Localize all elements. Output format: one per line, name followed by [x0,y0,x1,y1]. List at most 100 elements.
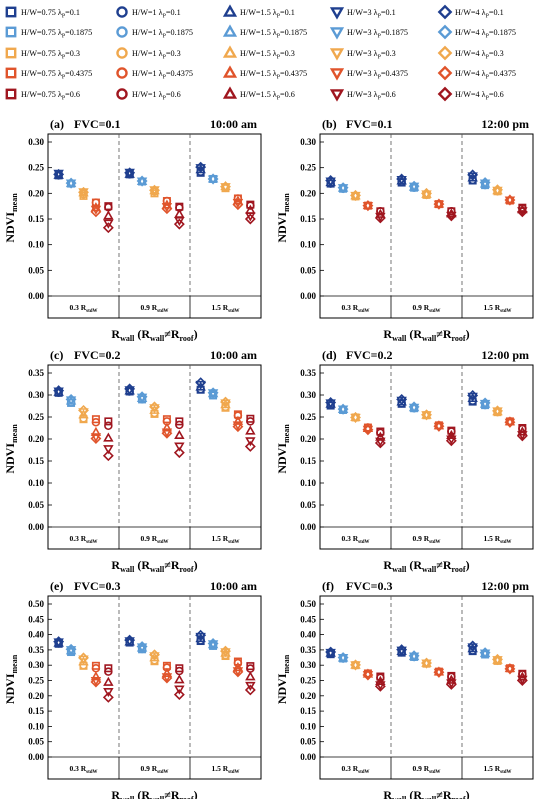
data-point [445,435,457,447]
data-point [136,175,148,187]
data-point [492,656,503,666]
diamond-marker-icon [437,45,453,61]
panel-letter: (a) [50,117,64,131]
square-marker-icon [5,47,17,59]
group-label: 0.9 RstdW [412,764,440,775]
y-tick-label: 0.20 [28,434,44,444]
data-point [65,646,77,656]
data-point [374,212,386,224]
group-label: 0.3 RstdW [69,534,97,545]
data-point [174,429,185,440]
data-point [174,208,185,218]
y-tick-label: 0.00 [300,291,316,301]
group-label: 0.9 RstdW [412,303,440,314]
triangle-down-marker-icon [329,7,345,20]
data-point [396,393,408,405]
y-tick-label: 0.30 [300,390,316,400]
y-tick-label: 0.15 [28,706,44,716]
panel-title: FVC=0.1 [346,117,393,131]
data-point [408,182,420,192]
chart-panel: 0.00 0.05 0.10 0.15 0.20 0.25 0.30 (b) FVC=0.1 12… [275,117,534,343]
panel-title: FVC=0.2 [346,348,393,362]
y-axis-title: NDVImean [275,193,291,243]
data-point [78,409,89,419]
data-point [173,218,185,230]
circle-marker-icon [116,26,128,38]
data-point [362,200,374,212]
data-point [161,672,173,684]
y-tick-label: 0.05 [28,737,44,747]
y-tick-label: 0.35 [28,645,44,655]
circle-marker-icon [116,67,128,79]
data-point [408,180,420,192]
data-point [467,389,479,401]
group-label: 1.5 RstdW [211,534,239,545]
legend-label: H/W=1 λP=0.3 [132,49,181,61]
legend-label: H/W=3 λP=0.3 [347,49,396,61]
y-axis-title: NDVImean [3,424,19,474]
y-tick-label: 0.20 [300,434,316,444]
triangle-up-marker-icon [222,86,238,99]
data-point [102,691,114,703]
data-point [337,403,349,415]
y-tick-label: 0.15 [300,214,316,224]
data-point [220,645,231,657]
data-point [65,179,77,189]
y-tick-label: 0.15 [28,214,44,224]
data-point [124,637,135,647]
panel-time: 12:00 pm [481,117,529,131]
plot-frame [319,364,534,550]
data-point [173,447,185,459]
data-point [232,666,244,678]
y-tick-label: 0.45 [28,614,44,624]
data-point [245,425,256,435]
circle-marker-icon [116,47,128,59]
panel-title: FVC=0.1 [74,117,121,131]
legend-label: H/W=1 λP=0.4375 [132,69,193,81]
data-point [433,200,445,210]
data-point [161,667,173,677]
legend-entry: H/W=3 λP=0.1875 [329,27,408,40]
data-point [433,198,445,210]
y-tick-label: 0.30 [28,390,44,400]
y-tick-label: 0.15 [28,456,44,466]
y-tick-label: 0.20 [28,188,44,198]
data-point [504,416,516,428]
diamond-marker-icon [437,86,453,102]
triangle-up-marker-icon [222,24,238,37]
legend-entry: H/W=1 λP=0.1 [116,6,181,20]
group-label: 1.5 RstdW [211,764,239,775]
data-point [103,676,114,686]
data-point [350,189,361,201]
data-point [103,210,114,220]
data-point [244,684,256,696]
triangle-down-marker-icon [329,48,345,61]
data-point [504,418,516,428]
y-tick-label: 0.00 [28,522,44,532]
data-point [479,177,491,189]
data-point [433,666,445,678]
diamond-marker-icon [437,65,453,81]
data-point [421,409,432,421]
legend-label: H/W=0.75 λP=0.1875 [21,28,92,40]
data-point [492,407,503,417]
legend: H/W=0.75 λP=0.1 H/W=1 λP=0.1 H/W=1.5 λP=0.1 H/… [5,4,516,102]
data-point [53,387,64,397]
y-tick-label: 0.00 [28,291,44,301]
data-point [516,430,528,442]
data-point [350,191,361,201]
data-point [233,194,243,203]
data-point [65,393,77,405]
x-axis-title: Rwall(Rwall≠Rroof) [111,558,197,574]
data-point [516,206,528,218]
data-point [518,670,527,679]
data-point [104,664,113,673]
panel-letter: (b) [322,117,337,131]
data-point [479,399,491,409]
data-point [136,641,148,652]
data-point [220,648,231,658]
y-tick-label: 0.50 [300,599,316,609]
data-point [446,429,457,440]
y-tick-label: 0.25 [28,676,44,686]
panel-letter: (d) [322,348,337,362]
